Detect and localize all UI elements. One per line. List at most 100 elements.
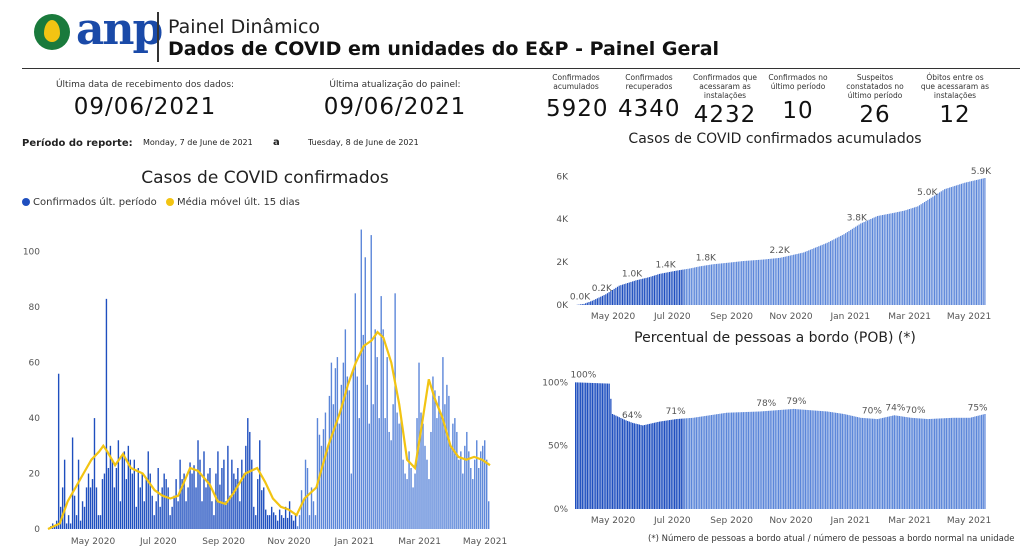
daily-bar-16: [79, 520, 82, 529]
cum-bar-61: [677, 270, 679, 305]
pob-bar-45: [650, 423, 652, 509]
cum-bar-175: [868, 219, 870, 305]
pob-bar-206: [920, 418, 922, 509]
daily-bar-206: [458, 459, 460, 529]
pob-bar-124: [783, 409, 785, 509]
pob-bar-221: [945, 418, 947, 509]
pob-bar-176: [870, 418, 872, 509]
pob-bar-201: [912, 417, 914, 509]
cum-bar-200: [910, 208, 912, 305]
cum-bar-116: [769, 258, 771, 305]
daily-bar-191: [428, 479, 430, 529]
daily-bar-23: [93, 418, 96, 529]
cum-bar-123: [781, 257, 783, 305]
cum-bar-38: [638, 279, 640, 305]
pob-bar-171: [861, 417, 864, 509]
pob-bar-31: [627, 420, 629, 509]
pob-bar-34: [632, 422, 634, 509]
period-start-date[interactable]: Monday, 7 de June de 2021: [143, 138, 253, 147]
daily-bar-128: [302, 501, 305, 529]
cum-bar-184: [883, 214, 885, 305]
daily-xtick-5: Mar 2021: [398, 537, 441, 547]
pob-bar-156: [836, 412, 838, 509]
cum-bar-83: [714, 264, 716, 305]
cum-bar-30: [625, 283, 627, 305]
update-date-label: Última atualização do painel:: [329, 80, 461, 90]
daily-bar-155: [356, 376, 358, 529]
cum-bar-4: [581, 304, 583, 305]
cum-bar-100: [742, 261, 744, 305]
pob-xtick-0: May 2020: [591, 516, 636, 526]
daily-bar-31: [109, 445, 112, 529]
cum-bar-215: [935, 194, 937, 305]
cum-bar-98: [739, 261, 741, 305]
daily-bar-29: [105, 298, 108, 529]
daily-bar-146: [338, 423, 341, 529]
daily-bar-95: [237, 468, 239, 529]
pob-bar-122: [779, 409, 781, 509]
daily-bar-88: [223, 459, 225, 529]
daily-bar-11: [69, 523, 72, 529]
pob-bar-99: [741, 412, 743, 509]
cum-bar-41: [643, 278, 645, 305]
cum-bar-226: [954, 185, 956, 305]
daily-bar-125: [296, 526, 299, 529]
daily-bar-3: [53, 526, 56, 529]
pob-bar-192: [897, 415, 899, 509]
cum-bar-53: [663, 272, 666, 305]
cum-bar-204: [917, 206, 919, 305]
daily-cases-chart: 0 20 40 60 80 100 May 2020 Jul 2020 Sep 2020 Nov …: [23, 229, 507, 547]
cum-ytick-2: 4K: [556, 215, 569, 225]
cum-bar-92: [729, 262, 731, 305]
cum-bar-76: [702, 265, 704, 305]
pob-bar-143: [814, 410, 817, 509]
cum-bar-110: [759, 259, 761, 305]
daily-bar-22: [91, 479, 94, 529]
daily-bar-46: [139, 487, 141, 529]
cum-bar-119: [774, 258, 776, 305]
cum-bar-111: [761, 259, 763, 305]
pob-bar-179: [875, 418, 877, 509]
cum-bar-178: [873, 217, 875, 305]
pob-chart: 0% 50% 100%100% 64% 71% 78% 79% 70% 74% 70% 75% May…: [542, 371, 991, 526]
pob-bar-82: [712, 414, 714, 509]
daily-bar-67: [181, 479, 183, 529]
cum-bar-34: [632, 281, 634, 305]
daily-bar-136: [318, 434, 321, 529]
daily-bar-147: [340, 384, 343, 529]
cum-bar-156: [836, 237, 838, 305]
daily-xtick-0: May 2020: [71, 537, 116, 547]
pob-xtick-1: Jul 2020: [653, 516, 691, 526]
daily-bar-172: [390, 440, 392, 529]
daily-bar-41: [129, 459, 132, 529]
pob-bar-52: [662, 421, 664, 509]
cum-data-label-4: 1.8K: [696, 253, 717, 263]
pob-bar-78: [705, 415, 708, 509]
pob-bar-130: [793, 408, 795, 509]
daily-bar-183: [412, 487, 414, 529]
daily-bar-144: [334, 368, 337, 529]
pob-bar-202: [913, 418, 916, 509]
period-end-date[interactable]: Tuesday, 8 de June de 2021: [308, 138, 419, 147]
cum-bar-80: [709, 264, 711, 305]
cum-bar-67: [687, 268, 689, 305]
daily-bar-218: [482, 445, 484, 529]
daily-chart-title: Casos de COVID confirmados: [141, 168, 389, 188]
pob-bar-41: [643, 425, 646, 509]
pob-bar-32: [628, 421, 630, 509]
pob-bar-232: [964, 417, 966, 509]
pob-bar-228: [957, 417, 959, 509]
pob-bar-105: [751, 411, 753, 509]
cum-bar-107: [754, 260, 756, 305]
kpi-value-suspects-last-period: 26: [859, 102, 891, 128]
cum-bar-91: [727, 262, 729, 305]
cum-bar-74: [699, 266, 701, 305]
cum-bar-7: [586, 302, 588, 305]
cumulative-cases-chart: 0K 2K 4K 6K 0.0K0.2K 1.0K 1.4K 1.8K 2.2K 3.8K 5.0K…: [556, 167, 992, 322]
daily-bar-220: [486, 459, 488, 529]
pob-bar-175: [868, 418, 870, 509]
cum-bar-29: [623, 284, 625, 305]
pob-bar-26: [618, 417, 620, 509]
cum-bar-133: [798, 253, 800, 305]
pob-bar-2: [578, 382, 580, 509]
